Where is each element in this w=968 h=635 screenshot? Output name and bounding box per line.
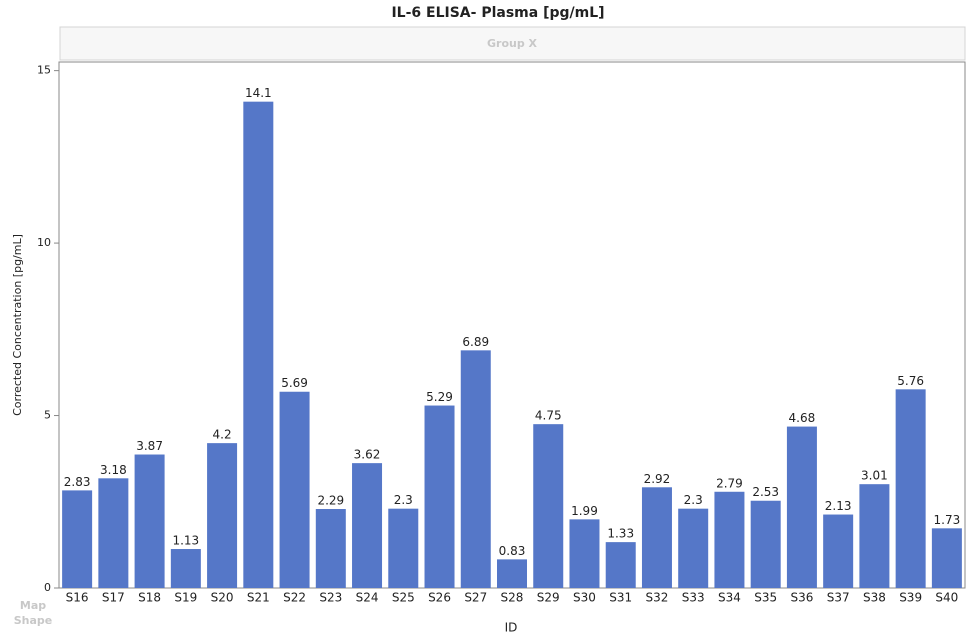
bar bbox=[714, 491, 745, 588]
x-tick-label: S21 bbox=[247, 591, 270, 605]
bar bbox=[352, 463, 383, 588]
value-label: 2.53 bbox=[752, 485, 779, 499]
x-tick-label: S23 bbox=[319, 591, 342, 605]
value-label: 3.62 bbox=[354, 448, 381, 462]
bar bbox=[134, 454, 165, 588]
value-label: 2.13 bbox=[825, 499, 852, 513]
bar bbox=[170, 549, 201, 588]
value-label: 5.29 bbox=[426, 390, 453, 404]
bar bbox=[497, 559, 527, 588]
x-tick-label: S31 bbox=[609, 591, 632, 605]
value-label: 2.3 bbox=[684, 493, 703, 507]
bar bbox=[786, 426, 817, 588]
x-tick-label: S34 bbox=[718, 591, 741, 605]
value-label: 0.83 bbox=[499, 544, 526, 558]
value-label: 2.92 bbox=[644, 472, 671, 486]
bar bbox=[823, 514, 854, 588]
x-tick-label: S26 bbox=[428, 591, 451, 605]
value-label: 3.18 bbox=[100, 463, 127, 477]
x-tick-label: S36 bbox=[790, 591, 813, 605]
bar bbox=[98, 478, 129, 588]
x-tick-label: S33 bbox=[682, 591, 705, 605]
x-tick-label: S17 bbox=[102, 591, 125, 605]
value-label: 4.2 bbox=[213, 428, 232, 442]
x-tick-label: S25 bbox=[392, 591, 415, 605]
value-label: 1.33 bbox=[607, 527, 634, 541]
y-tick-label: 5 bbox=[44, 409, 51, 422]
x-tick-label: S39 bbox=[899, 591, 922, 605]
x-tick-label: S18 bbox=[138, 591, 161, 605]
value-label: 1.73 bbox=[934, 513, 961, 527]
value-label: 3.01 bbox=[861, 469, 888, 483]
value-label: 5.69 bbox=[281, 376, 308, 390]
group-label: Group X bbox=[487, 37, 538, 50]
bar bbox=[460, 350, 491, 588]
value-label: 3.87 bbox=[136, 439, 163, 453]
x-tick-label: S32 bbox=[646, 591, 669, 605]
x-tick-label: S28 bbox=[501, 591, 524, 605]
bar bbox=[533, 424, 564, 588]
bar bbox=[895, 389, 926, 588]
y-axis-label: Corrected Concentration [pg/mL] bbox=[11, 234, 24, 416]
y-tick-label: 10 bbox=[37, 236, 51, 249]
value-label: 2.3 bbox=[394, 493, 413, 507]
value-label: 2.79 bbox=[716, 476, 743, 490]
bar bbox=[388, 508, 419, 588]
y-tick-label: 15 bbox=[37, 64, 51, 77]
chart-title: IL-6 ELISA- Plasma [pg/mL] bbox=[391, 5, 604, 21]
y-tick-label: 0 bbox=[44, 581, 51, 594]
x-tick-label: S30 bbox=[573, 591, 596, 605]
value-label: 1.13 bbox=[172, 534, 199, 548]
x-tick-label: S20 bbox=[211, 591, 234, 605]
bar bbox=[207, 443, 238, 588]
x-tick-label: S38 bbox=[863, 591, 886, 605]
value-label: 4.75 bbox=[535, 409, 562, 423]
x-tick-label: S40 bbox=[935, 591, 958, 605]
x-tick-label: S37 bbox=[827, 591, 850, 605]
bar bbox=[424, 405, 455, 588]
bar bbox=[243, 101, 274, 588]
value-label: 2.29 bbox=[317, 494, 344, 508]
bar bbox=[750, 500, 781, 588]
bar bbox=[678, 508, 709, 588]
map-shape: Map bbox=[20, 599, 46, 612]
value-label: 2.83 bbox=[64, 475, 91, 489]
value-label: 4.68 bbox=[789, 411, 816, 425]
bar bbox=[931, 528, 962, 588]
x-tick-label: S16 bbox=[66, 591, 89, 605]
bar bbox=[859, 484, 890, 588]
x-tick-label: S27 bbox=[464, 591, 487, 605]
bar bbox=[605, 542, 636, 588]
group-header bbox=[59, 26, 966, 61]
bar bbox=[315, 509, 346, 588]
bar bbox=[569, 519, 600, 588]
value-label: 1.99 bbox=[571, 504, 598, 518]
bar bbox=[279, 391, 310, 588]
value-label: 5.76 bbox=[897, 374, 924, 388]
x-axis-label: ID bbox=[505, 621, 518, 635]
bar bbox=[62, 490, 93, 588]
x-tick-label: S35 bbox=[754, 591, 777, 605]
bar bbox=[641, 487, 672, 588]
x-tick-label: S29 bbox=[537, 591, 560, 605]
x-tick-label: S24 bbox=[356, 591, 379, 605]
x-tick-label: S22 bbox=[283, 591, 306, 605]
value-label: 14.1 bbox=[245, 86, 272, 100]
value-label: 6.89 bbox=[462, 335, 489, 349]
map-shape: Shape bbox=[14, 614, 53, 627]
x-tick-label: S19 bbox=[174, 591, 197, 605]
